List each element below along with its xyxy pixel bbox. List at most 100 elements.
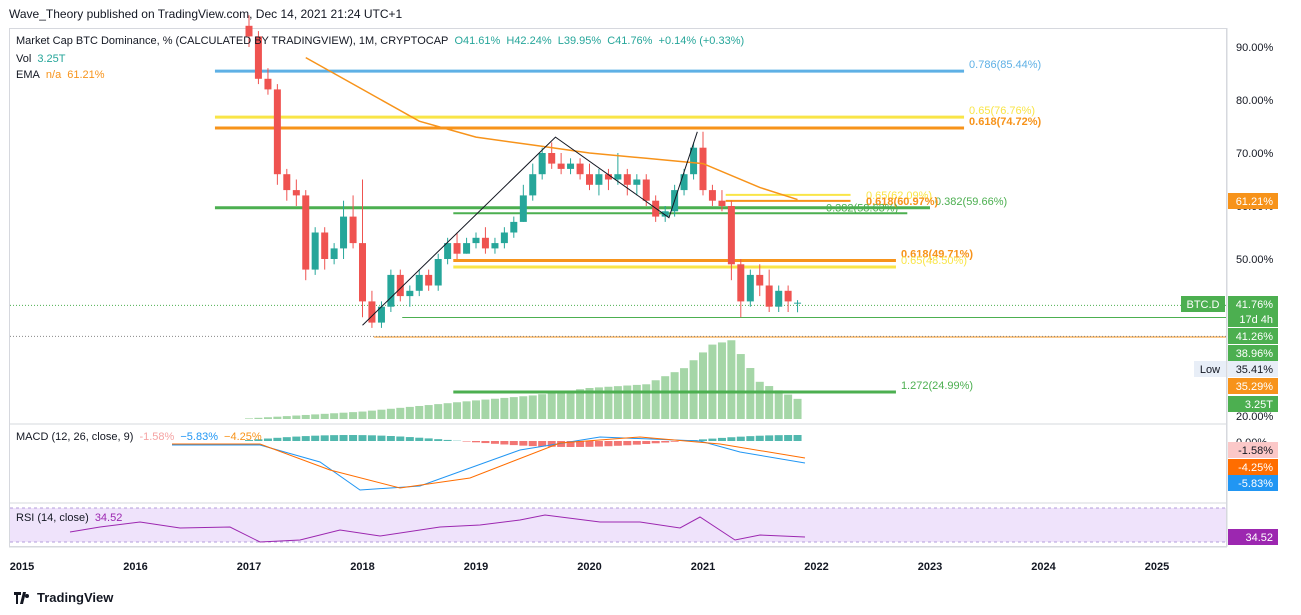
macd-signal-badge-bg bbox=[1228, 459, 1278, 475]
volume-bar bbox=[566, 390, 575, 419]
macd-hist-bar bbox=[623, 441, 632, 446]
candle-body bbox=[718, 200, 726, 206]
low-tag: Low bbox=[1200, 364, 1220, 376]
volume-bar bbox=[424, 405, 433, 419]
vol-legend: Vol 3.25T bbox=[16, 53, 69, 65]
high-value: H42.24% bbox=[506, 35, 552, 47]
ema-na: n/a bbox=[45, 69, 62, 81]
vol-badge: 3.25T bbox=[1245, 399, 1273, 411]
candle-body bbox=[623, 174, 631, 185]
candle-body bbox=[529, 174, 537, 196]
macd-legend: MACD (12, 26, close, 9) -1.58% −5.83% −4… bbox=[16, 431, 265, 443]
candle-body bbox=[794, 302, 802, 304]
macd-hist-bar bbox=[661, 441, 670, 443]
macd-line-badge: -5.83% bbox=[1238, 478, 1273, 490]
volume-bar bbox=[443, 403, 452, 419]
volume-bar bbox=[661, 376, 670, 419]
candle-body bbox=[519, 195, 527, 222]
macd-signal-line bbox=[172, 436, 806, 489]
fib-label-small: 0.618(60.97%) bbox=[866, 196, 938, 208]
macd-hist-bar bbox=[424, 438, 433, 441]
macd-hist-bar bbox=[377, 435, 386, 441]
volume-bar bbox=[330, 413, 339, 419]
macd-hist-bar bbox=[642, 441, 651, 444]
footer-brand[interactable]: TradingView bbox=[14, 590, 113, 605]
candle-body bbox=[633, 179, 641, 185]
candle-body bbox=[463, 243, 471, 254]
macd-hist-bar bbox=[576, 441, 585, 447]
vol-badge-bg bbox=[1228, 396, 1278, 412]
candle-body bbox=[302, 195, 310, 270]
main-legend: Market Cap BTC Dominance, % (CALCULATED … bbox=[16, 35, 747, 47]
fib-label: 1.272(24.99%) bbox=[901, 380, 973, 392]
macd-hist-bar bbox=[443, 439, 452, 441]
trend-line bbox=[362, 131, 698, 326]
volume-bar bbox=[349, 412, 358, 419]
symbol-label: Market Cap BTC Dominance, % (CALCULATED … bbox=[16, 35, 449, 47]
volume-bar bbox=[774, 390, 783, 419]
fib-label: 0.618(74.72%) bbox=[969, 116, 1041, 128]
candle-body bbox=[491, 243, 499, 249]
volume-bar bbox=[415, 405, 424, 419]
macd-hist-bar bbox=[367, 435, 376, 441]
volume-bar bbox=[405, 406, 414, 419]
candle-body bbox=[510, 221, 518, 233]
fib-label: 0.786(85.44%) bbox=[969, 59, 1041, 71]
candle-body bbox=[330, 248, 338, 259]
vol-value: 3.25T bbox=[37, 53, 66, 65]
rsi-band bbox=[10, 508, 1226, 542]
volume-bar bbox=[576, 389, 585, 419]
change-value: +0.14% (+0.33%) bbox=[658, 35, 745, 47]
volume-bar bbox=[519, 396, 528, 419]
candle-body bbox=[292, 190, 300, 196]
rsi-label: RSI (14, close) bbox=[16, 512, 89, 524]
volume-bar bbox=[613, 386, 622, 419]
candle-body bbox=[727, 206, 735, 265]
macd-hist-value: -1.58% bbox=[139, 431, 175, 443]
close-value: C41.76% bbox=[607, 35, 653, 47]
candle-body bbox=[614, 174, 622, 180]
fib-label: 0.618(49.71%) bbox=[901, 249, 973, 261]
volume-bar bbox=[490, 398, 499, 419]
candles-layer bbox=[245, 15, 802, 328]
volume-bar bbox=[727, 340, 736, 419]
volume-bar bbox=[339, 412, 348, 419]
volume-bar bbox=[462, 401, 471, 419]
candle-body bbox=[425, 274, 433, 286]
time-axis-label: 2021 bbox=[691, 561, 715, 573]
volume-bar bbox=[453, 402, 462, 419]
countdown-badge: 17d 4h bbox=[1239, 314, 1273, 326]
time-axis-label: 2020 bbox=[577, 561, 601, 573]
candle-body bbox=[699, 147, 707, 191]
price-badge-2: 38.96% bbox=[1236, 348, 1274, 360]
volume-bar bbox=[585, 388, 594, 419]
ema-value: 61.21% bbox=[67, 69, 105, 81]
macd-hist-bar bbox=[651, 441, 660, 444]
macd-hist-bar bbox=[557, 441, 566, 447]
countdown-badge-bg bbox=[1228, 311, 1278, 327]
time-axis-label: 2025 bbox=[1145, 561, 1169, 573]
candle-body bbox=[737, 264, 745, 302]
price-badge-1-bg bbox=[1228, 328, 1278, 344]
volume-bar bbox=[509, 397, 518, 419]
volume-bar bbox=[708, 344, 717, 419]
macd-hist-badge: -1.58% bbox=[1238, 445, 1273, 457]
macd-hist-bar bbox=[613, 441, 622, 446]
volume-bar bbox=[689, 360, 698, 419]
ema-line bbox=[305, 56, 798, 201]
macd-hist-bar bbox=[528, 441, 537, 447]
price-axis-label: 80.00% bbox=[1236, 95, 1274, 107]
macd-hist-bar bbox=[292, 436, 301, 441]
volume-bar bbox=[670, 372, 679, 419]
volume-bar bbox=[292, 415, 301, 419]
volume-bar bbox=[642, 384, 651, 419]
macd-hist-bar bbox=[594, 441, 603, 447]
macd-hist-bar bbox=[349, 435, 358, 441]
ema-badge-bg bbox=[1228, 193, 1278, 209]
candle-body bbox=[481, 237, 489, 249]
candle-body bbox=[340, 216, 348, 249]
macd-hist-bar bbox=[708, 438, 717, 441]
volume-bar bbox=[282, 416, 291, 419]
candle-body bbox=[453, 243, 461, 254]
